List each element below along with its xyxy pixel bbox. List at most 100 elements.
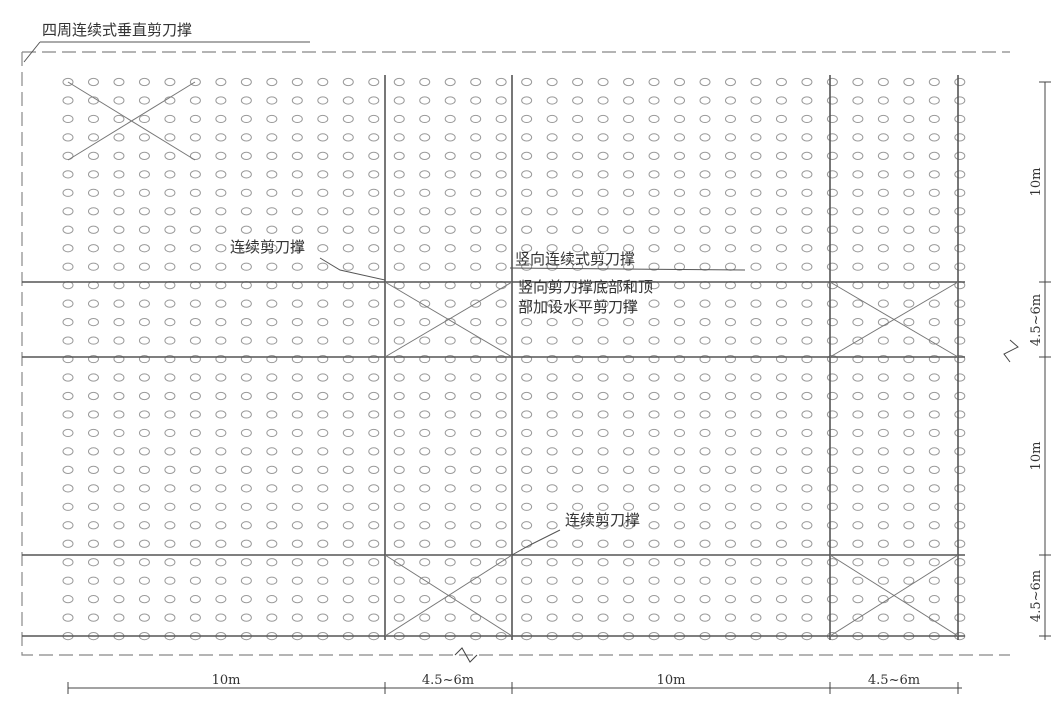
- pole: [215, 354, 227, 364]
- pole: [62, 299, 74, 308]
- pole: [342, 521, 354, 530]
- pole: [317, 502, 329, 511]
- pole: [62, 77, 74, 87]
- pole: [189, 225, 201, 234]
- pole: [954, 354, 966, 364]
- pole: [903, 391, 915, 401]
- pole: [164, 354, 176, 364]
- pole: [317, 244, 329, 253]
- pole: [648, 447, 660, 456]
- pole: [954, 262, 966, 271]
- pole: [113, 484, 125, 493]
- pole: [877, 558, 889, 567]
- pole: [699, 558, 711, 567]
- pole: [164, 225, 176, 234]
- pole: [113, 244, 125, 253]
- pole: [724, 114, 736, 124]
- pole: [189, 207, 201, 216]
- pole: [240, 373, 252, 382]
- pole: [138, 502, 150, 511]
- pole: [215, 170, 227, 179]
- pole: [674, 207, 686, 216]
- pole: [724, 336, 736, 345]
- pole: [928, 465, 940, 474]
- pole: [113, 465, 125, 474]
- pole: [801, 96, 813, 105]
- pole: [393, 207, 405, 216]
- pole: [674, 77, 686, 87]
- pole: [240, 521, 252, 530]
- pole: [164, 244, 176, 253]
- pole: [954, 410, 966, 419]
- pole: [597, 539, 609, 548]
- pole: [317, 77, 329, 87]
- pole: [623, 225, 635, 234]
- pole: [266, 318, 278, 327]
- pole: [903, 299, 915, 308]
- pole: [877, 318, 889, 327]
- pole: [546, 391, 558, 401]
- pole: [597, 391, 609, 401]
- pole: [750, 576, 762, 585]
- pole: [775, 244, 787, 253]
- pole: [189, 133, 201, 142]
- pole: [113, 373, 125, 382]
- pole: [597, 133, 609, 142]
- pole: [521, 262, 533, 271]
- pole: [852, 502, 864, 511]
- pole: [674, 336, 686, 345]
- pole: [928, 576, 940, 585]
- pole: [597, 77, 609, 87]
- pole: [521, 558, 533, 567]
- pole: [393, 299, 405, 308]
- pole: [699, 170, 711, 179]
- pole: [393, 428, 405, 438]
- pole: [521, 299, 533, 308]
- pole: [572, 576, 584, 585]
- pole: [928, 244, 940, 253]
- pole: [826, 558, 838, 567]
- pole: [928, 484, 940, 493]
- pole: [495, 133, 507, 142]
- pole: [368, 595, 380, 604]
- pole: [903, 170, 915, 179]
- pole: [62, 410, 74, 419]
- pole: [623, 428, 635, 438]
- pole: [903, 447, 915, 456]
- pole: [444, 354, 456, 364]
- pole: [495, 447, 507, 456]
- pole: [648, 133, 660, 142]
- pole: [393, 133, 405, 142]
- pole: [317, 170, 329, 179]
- pole: [189, 244, 201, 253]
- pole: [699, 77, 711, 87]
- pole: [877, 484, 889, 493]
- pole: [572, 465, 584, 474]
- pole: [393, 613, 405, 622]
- pole: [826, 484, 838, 493]
- pole: [699, 318, 711, 327]
- pole: [852, 447, 864, 456]
- pole: [368, 96, 380, 105]
- pole: [546, 539, 558, 548]
- pole: [393, 373, 405, 382]
- pole: [877, 428, 889, 438]
- pole: [572, 151, 584, 160]
- pole: [342, 502, 354, 511]
- pole: [342, 318, 354, 327]
- pole: [954, 318, 966, 327]
- pole: [291, 96, 303, 105]
- pole: [189, 188, 201, 197]
- pole: [928, 410, 940, 419]
- pole: [546, 502, 558, 511]
- pole: [342, 96, 354, 105]
- pole: [648, 114, 660, 124]
- pole: [189, 77, 201, 87]
- pole: [954, 336, 966, 345]
- pole: [495, 484, 507, 493]
- pole: [724, 299, 736, 308]
- pole: [138, 465, 150, 474]
- pole: [87, 521, 99, 530]
- pole: [623, 502, 635, 511]
- pole: [470, 262, 482, 271]
